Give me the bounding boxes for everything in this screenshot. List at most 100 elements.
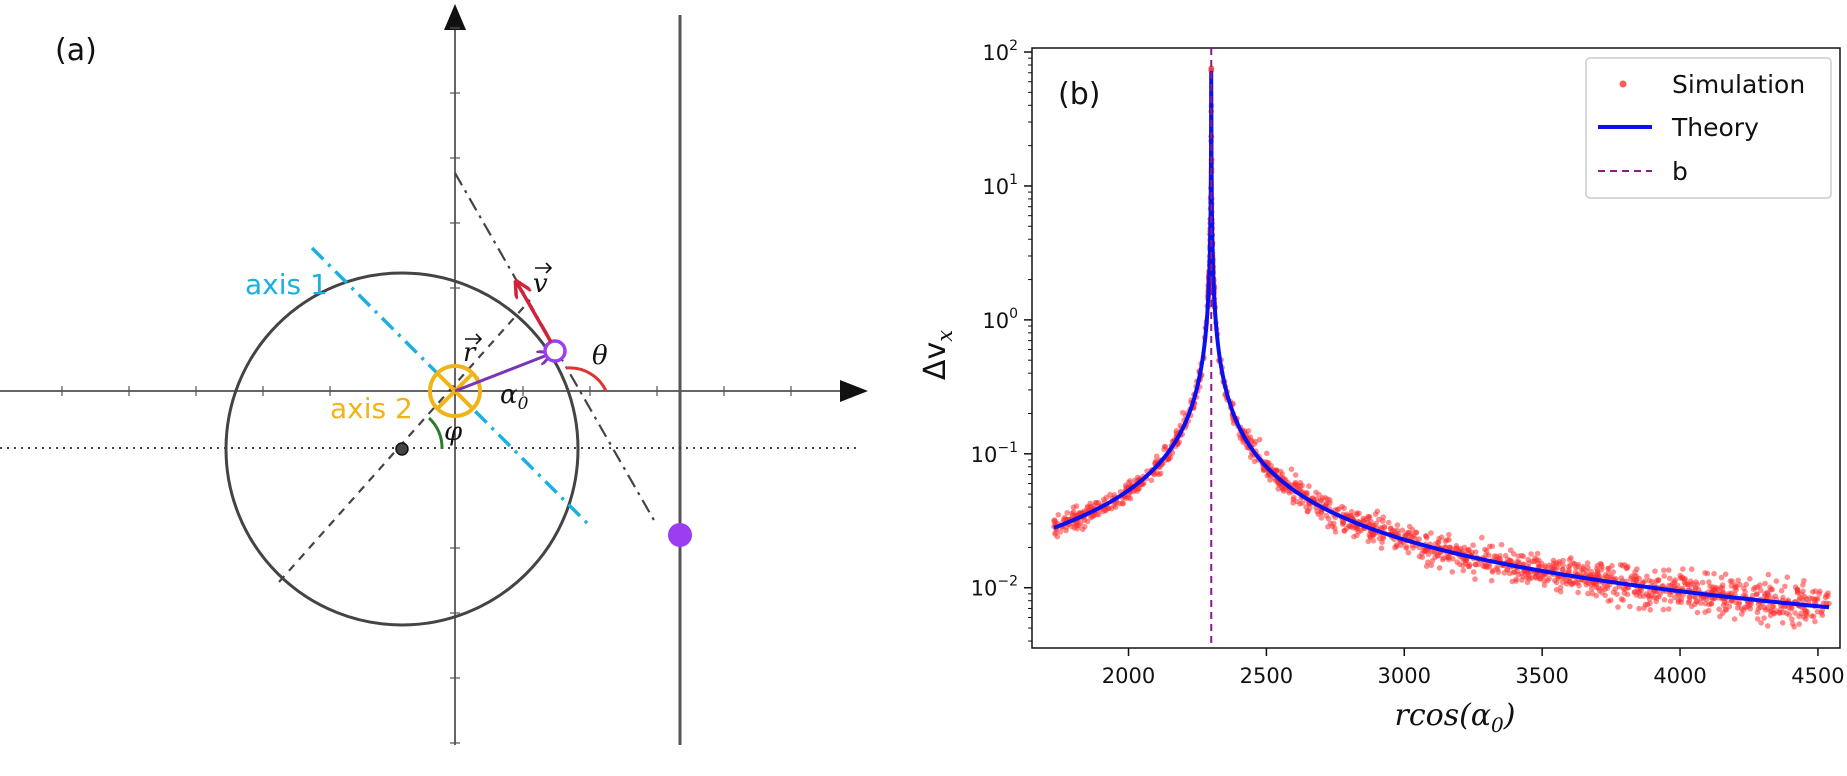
simulation-point [1660,606,1667,613]
simulation-point [1686,598,1693,604]
simulation-point [1734,605,1741,611]
alpha-symbol: α [500,380,518,410]
simulation-point [1520,553,1526,560]
simulation-point [1134,488,1140,495]
simulation-point [1268,462,1274,469]
simulation-point [1764,623,1771,629]
simulation-point [1523,574,1530,581]
simulation-point [1425,559,1431,565]
simulation-point [1505,556,1511,563]
simulation-point [1429,558,1436,564]
simulation-point [1127,478,1133,484]
simulation-point [1485,564,1491,571]
simulation-point [1288,466,1295,473]
simulation-point [1354,532,1360,539]
simulation-point [1470,569,1477,575]
simulation-point [1815,596,1821,602]
simulation-point [1801,577,1807,584]
simulation-point [1490,567,1496,574]
simulation-point [1105,505,1111,512]
r-vector-accent [465,333,483,345]
simulation-point [1575,589,1581,596]
simulation-point [1557,584,1564,591]
simulation-point [1618,575,1625,581]
simulation-point [1661,573,1667,579]
simulation-point [1732,582,1738,588]
x-tick-label: 2000 [1102,664,1155,688]
simulation-point [1755,606,1762,612]
simulation-point [1647,607,1653,613]
simulation-point [1559,579,1566,585]
simulation-point [1560,566,1566,573]
simulation-point [1713,584,1719,591]
simulation-point [1153,453,1160,460]
simulation-point [1379,539,1385,545]
simulation-point [1622,586,1628,593]
axis-2-circle [428,364,482,418]
simulation-point [1158,470,1164,477]
simulation-point [1064,510,1070,516]
simulation-point [1439,556,1446,563]
simulation-point [1687,578,1694,584]
x-tick-label: 4500 [1791,664,1844,688]
simulation-point [1460,562,1466,569]
simulation-point [1460,567,1467,574]
simulation-point [1552,577,1558,584]
simulation-point [1557,588,1564,595]
simulation-point [1633,592,1640,598]
position-vector-r [454,354,550,393]
y-axis-label-main: Δv [918,342,953,380]
plot-frame [1031,47,1841,649]
simulation-point [1794,590,1801,596]
simulation-point [1617,561,1624,568]
simulation-point [1631,576,1637,583]
simulation-point [1652,589,1659,595]
simulation-point [1486,552,1492,558]
simulation-point [1132,477,1138,484]
y-axis-ticks: 102 101 100 10−1 10−2 [971,38,1032,642]
simulation-point [1483,548,1490,554]
simulation-point [1723,607,1729,613]
simulation-point [1389,528,1396,534]
simulation-point [1585,590,1591,597]
simulation-point [1497,556,1503,562]
simulation-point [1644,573,1650,580]
simulation-point [1162,444,1169,450]
simulation-point [1705,607,1712,614]
simulation-point [1399,527,1406,534]
phi-arc [427,416,444,450]
simulation-point [1737,581,1743,588]
simulation-point [1576,582,1582,589]
simulation-point [1770,603,1777,610]
simulation-point [1666,567,1672,573]
simulation-point [1498,541,1505,548]
simulation-point [1610,589,1617,596]
simulation-point [1435,539,1441,546]
simulation-point [1757,582,1763,588]
simulation-point [1438,534,1445,540]
simulation-point [1541,582,1548,588]
simulation-point [1800,582,1806,588]
simulation-point [1264,450,1270,457]
simulation-point [1446,554,1452,561]
simulation-point [1524,579,1531,586]
simulation-point [1589,590,1596,597]
simulation-point [1770,610,1777,616]
simulation-point [1085,503,1091,510]
legend-simulation-label: Simulation [1672,70,1805,99]
simulation-point [1442,544,1449,550]
simulation-point [1602,586,1608,593]
phi-label: φ [444,417,463,447]
x-axis-label-close: ) [1503,698,1516,733]
simulation-point [1593,584,1600,590]
simulation-point [1722,571,1729,577]
simulation-point [1605,598,1612,604]
simulation-point [1327,520,1334,527]
simulation-point [1627,603,1633,610]
simulation-point [1339,503,1345,510]
simulation-point [1363,516,1369,523]
simulation-point [1820,600,1827,606]
simulation-point [1550,557,1557,564]
simulation-point [1584,560,1591,566]
simulation-point [1814,608,1821,615]
